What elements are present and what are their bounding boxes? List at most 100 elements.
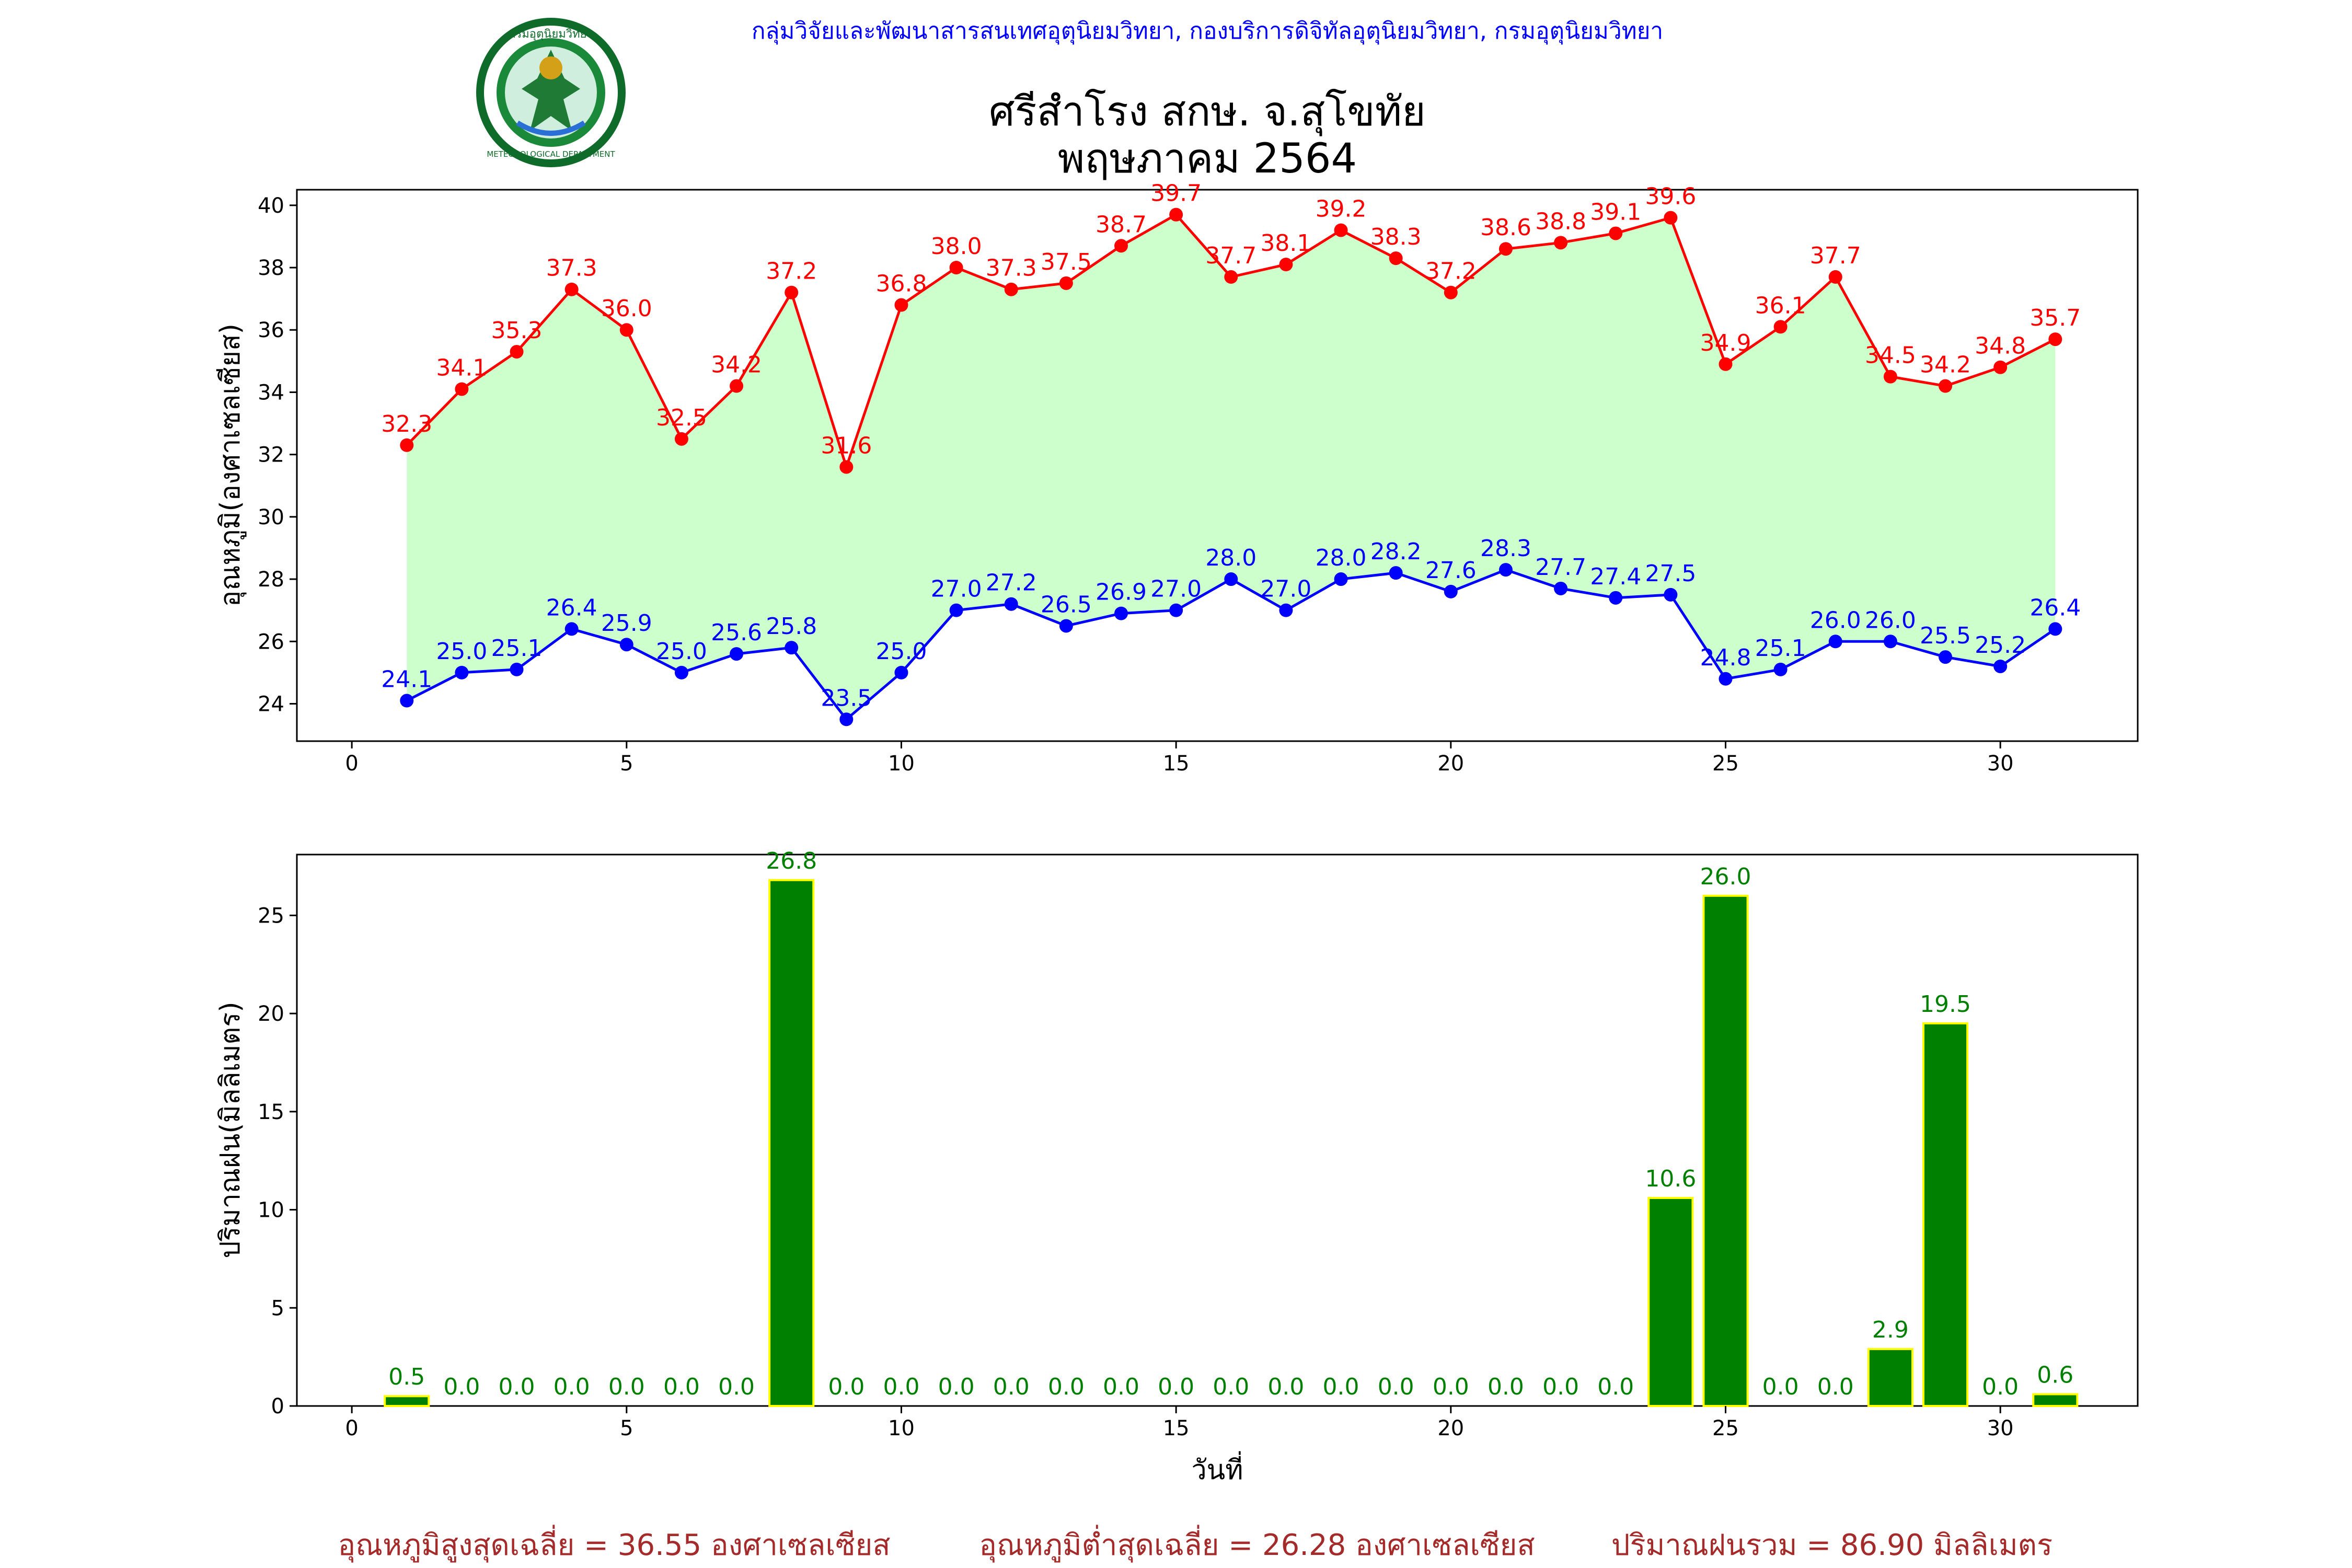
min-temperature-point [1828, 635, 1842, 649]
max-temperature-point [1664, 211, 1678, 225]
min-temperature-label: 28.3 [1480, 535, 1531, 562]
temperature-y-tick-label: 30 [258, 505, 284, 529]
min-temperature-label: 24.8 [1700, 644, 1751, 671]
rainfall-label: 0.0 [993, 1374, 1030, 1400]
min-temperature-label: 25.0 [656, 638, 707, 665]
max-temperature-label: 34.8 [1975, 333, 2026, 360]
max-temperature-point [1389, 251, 1403, 266]
max-temperature-label: 39.2 [1316, 195, 1367, 222]
min-temperature-label: 26.4 [546, 594, 597, 621]
rainfall-label: 0.0 [1762, 1374, 1799, 1400]
rainfall-label: 0.0 [1323, 1374, 1359, 1400]
rainfall-label: 0.0 [1267, 1374, 1304, 1400]
max-temperature-point [2048, 332, 2062, 347]
max-temperature-point [1719, 357, 1733, 371]
rainfall-label: 0.0 [1433, 1374, 1469, 1400]
min-temperature-point [730, 647, 744, 661]
max-temperature-label: 38.3 [1370, 224, 1422, 250]
rainfall-label: 26.0 [1700, 863, 1751, 890]
temperature-x-tick-label: 15 [1163, 752, 1190, 776]
period-title: พฤษภาคม 2564 [1058, 135, 1357, 182]
max-temperature-label: 32.5 [656, 405, 707, 431]
min-temperature-point [1444, 584, 1458, 598]
rainfall-label: 0.0 [828, 1374, 864, 1400]
min-temperature-point [1169, 603, 1183, 617]
temperature-y-tick-label: 32 [258, 443, 284, 467]
max-temperature-label: 34.2 [711, 352, 762, 378]
max-temperature-point [730, 379, 744, 393]
min-temperature-label: 27.0 [931, 576, 982, 603]
min-temperature-label: 26.4 [2030, 594, 2081, 621]
max-temperature-label: 37.7 [1205, 243, 1256, 269]
rainfall-chart: 0.5 0.0 0.0 0.0 0.0 0.0 0.0 26.8 0.0 0.0 0.0 0.0 0.0… [215, 848, 2139, 1486]
min-temperature-label: 25.0 [436, 638, 487, 665]
max-temperature-label: 36.8 [875, 271, 927, 297]
min-temperature-label: 26.5 [1041, 591, 1092, 618]
max-temperature-point [1498, 242, 1513, 256]
min-temperature-label: 25.8 [766, 613, 817, 640]
max-temperature-point [1609, 226, 1623, 240]
rainfall-y-tick-label: 15 [258, 1100, 284, 1124]
max-temperature-point [1883, 370, 1897, 384]
max-temperature-point [785, 285, 799, 299]
temperature-y-axis-label: อุณหภูมิ(องศาเซลเซียส) [215, 324, 247, 607]
rainfall-data-labels: 0.5 0.0 0.0 0.0 0.0 0.0 0.0 26.8 0.0 0.0 0.0 0.0 0.0… [388, 848, 2073, 1400]
max-temperature-point [894, 298, 908, 312]
min-temperature-point [1224, 572, 1238, 586]
max-temperature-point [674, 432, 688, 446]
min-temperature-point [400, 694, 414, 708]
rainfall-bar [768, 879, 815, 1408]
rainfall-label: 0.0 [1158, 1374, 1194, 1400]
temperature-data-labels: 32.334.135.337.336.032.534.237.231.636.8… [381, 180, 2081, 712]
rainfall-x-tick-label: 0 [345, 1416, 358, 1440]
rainfall-x-tick-label: 25 [1712, 1416, 1739, 1440]
max-temperature-label: 38.7 [1096, 211, 1147, 238]
max-temperature-label: 37.7 [1810, 243, 1861, 269]
max-temperature-label: 39.6 [1645, 183, 1696, 210]
max-temperature-point [1114, 239, 1128, 253]
max-temperature-label: 38.0 [931, 233, 982, 260]
rainfall-label: 19.5 [1920, 991, 1971, 1018]
min-temperature-label: 24.1 [381, 666, 432, 693]
min-temperature-point [1498, 563, 1513, 577]
max-temperature-label: 38.6 [1480, 214, 1531, 241]
temperature-range-fill [407, 214, 2056, 720]
temperature-x-tick-label: 20 [1437, 752, 1464, 776]
max-temperature-point [1334, 223, 1348, 237]
max-temperature-point [949, 261, 963, 275]
min-temperature-point [1334, 572, 1348, 586]
temperature-y-tick-label: 28 [258, 568, 284, 592]
min-temperature-point [1114, 606, 1128, 620]
min-temperature-label: 27.4 [1590, 563, 1641, 590]
min-temperature-label: 25.9 [601, 610, 652, 637]
rainfall-y-axis-label: ปริมาณฝน(มิลลิเมตร) [215, 1001, 246, 1258]
min-temperature-label: 25.6 [711, 619, 762, 646]
rainfall-label: 0.0 [1048, 1374, 1085, 1400]
rainfall-label: 0.0 [443, 1374, 480, 1400]
rainfall-label: 0.0 [663, 1374, 700, 1400]
temperature-chart-frame [296, 189, 2139, 742]
max-temperature-label: 37.3 [986, 255, 1037, 282]
rainfall-x-axis-label: วันที่ [1191, 1451, 1243, 1486]
temperature-y-tick-label: 38 [258, 256, 284, 280]
max-temperature-point [455, 382, 469, 396]
rainfall-y-axis: 0 5 10 15 20 25 [258, 904, 297, 1419]
rainfall-bar [1647, 1197, 1694, 1408]
rainfall-label: 26.8 [766, 848, 817, 874]
min-temperature-point [674, 665, 688, 679]
min-temperature-label: 26.0 [1810, 607, 1861, 633]
rainfall-label: 0.0 [1213, 1374, 1249, 1400]
min-temperature-label: 23.5 [821, 685, 872, 711]
agency-text: กลุ่มวิจัยและพัฒนาสารสนเทศอุตุนิยมวิทยา,… [752, 18, 1663, 45]
rainfall-label: 0.5 [388, 1364, 425, 1390]
max-temperature-label: 39.1 [1590, 199, 1641, 225]
temperature-y-axis: 24 26 28 30 32 34 36 38 40 [258, 194, 297, 716]
max-temperature-label: 34.9 [1700, 330, 1751, 356]
rainfall-label: 0.0 [554, 1374, 590, 1400]
min-temperature-point [894, 665, 908, 679]
logo-thai-text: กรมอุตุนิยมวิทยา [509, 28, 593, 41]
min-temperature-label: 27.7 [1535, 554, 1586, 581]
min-temperature-point [1719, 672, 1733, 686]
rainfall-label: 0.0 [1103, 1374, 1139, 1400]
